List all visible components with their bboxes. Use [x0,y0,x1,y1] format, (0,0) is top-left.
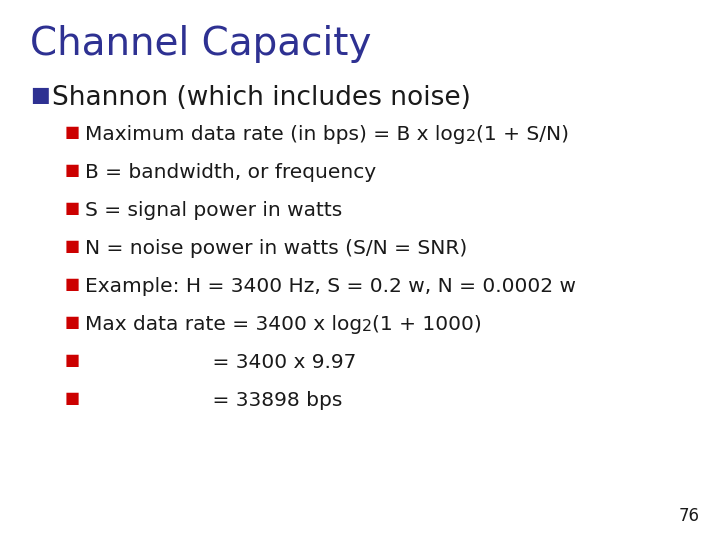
Text: (1 + 1000): (1 + 1000) [372,315,482,334]
Text: ■: ■ [65,201,80,216]
Text: 2: 2 [466,129,476,144]
Text: = 33898 bps: = 33898 bps [85,391,343,410]
Text: (1 + S/N): (1 + S/N) [476,125,569,144]
Text: ■: ■ [65,391,80,406]
Text: ■: ■ [65,125,80,140]
Text: N = noise power in watts (S/N = SNR): N = noise power in watts (S/N = SNR) [85,239,467,258]
Text: ■: ■ [30,85,50,105]
Text: ■: ■ [65,277,80,292]
Text: Channel Capacity: Channel Capacity [30,25,372,63]
Text: ■: ■ [65,353,80,368]
Text: S = signal power in watts: S = signal power in watts [85,201,342,220]
Text: Maximum data rate (in bps) = B x log: Maximum data rate (in bps) = B x log [85,125,466,144]
Text: ■: ■ [65,163,80,178]
Text: = 3400 x 9.97: = 3400 x 9.97 [85,353,356,372]
Text: Shannon (which includes noise): Shannon (which includes noise) [52,85,471,111]
Text: 2: 2 [362,319,372,334]
Text: ■: ■ [65,239,80,254]
Text: ■: ■ [65,315,80,330]
Text: B = bandwidth, or frequency: B = bandwidth, or frequency [85,163,376,182]
Text: Max data rate = 3400 x log: Max data rate = 3400 x log [85,315,362,334]
Text: 76: 76 [679,507,700,525]
Text: Example: H = 3400 Hz, S = 0.2 w, N = 0.0002 w: Example: H = 3400 Hz, S = 0.2 w, N = 0.0… [85,277,576,296]
